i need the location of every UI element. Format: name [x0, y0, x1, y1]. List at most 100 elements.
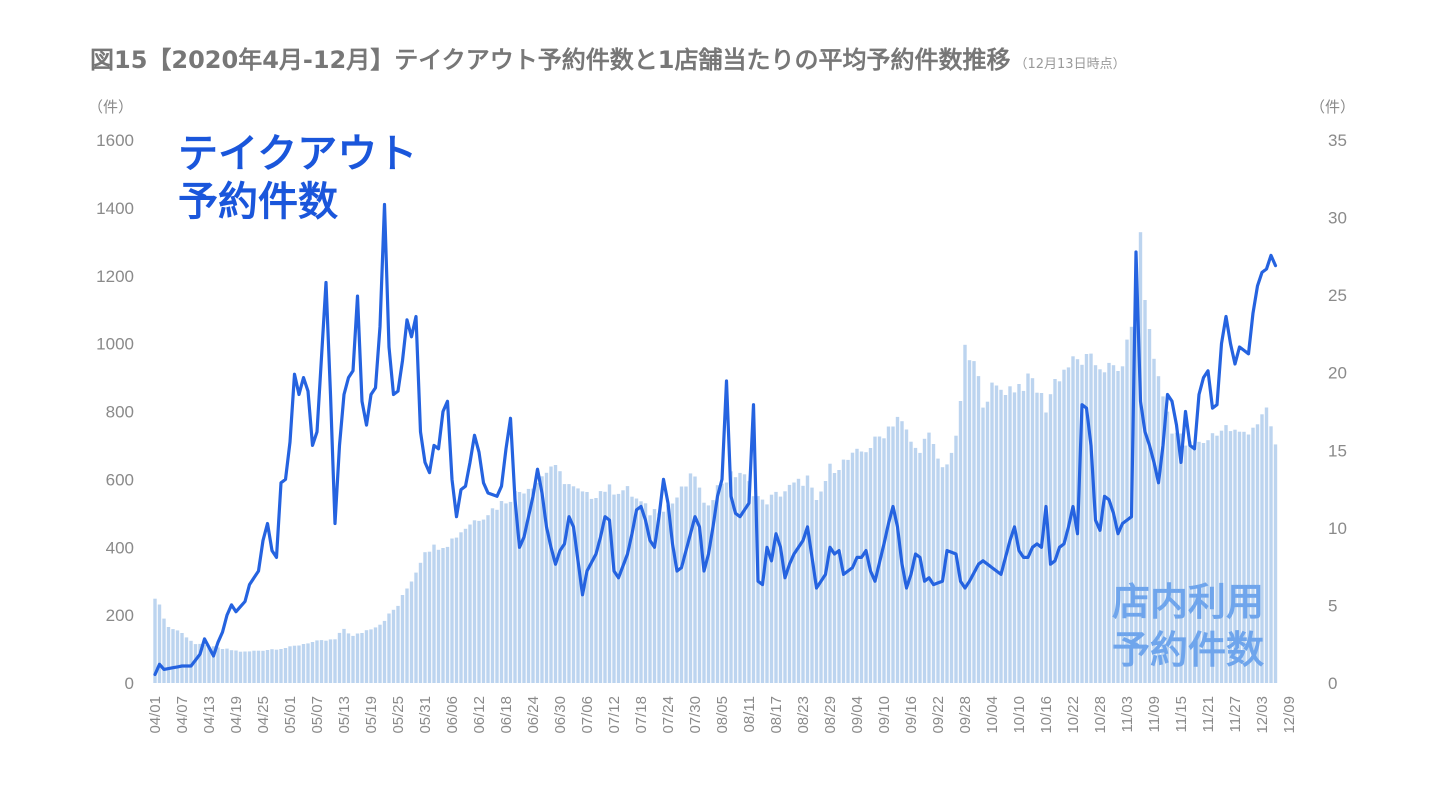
- store-bar: [1057, 381, 1062, 683]
- store-bar: [756, 496, 760, 683]
- store-bar: [958, 401, 963, 683]
- store-bar: [540, 476, 544, 683]
- store-bar: [535, 482, 540, 683]
- store-bar: [927, 432, 931, 683]
- store-bar: [243, 651, 247, 683]
- store-bar: [423, 552, 427, 683]
- x-tick-label: 05/07: [309, 696, 326, 734]
- store-bar: [504, 503, 508, 683]
- x-tick-label: 07/18: [633, 696, 650, 734]
- store-bar: [495, 509, 499, 683]
- store-bar: [229, 650, 234, 683]
- store-bar: [657, 513, 661, 683]
- store-bar: [1264, 407, 1269, 683]
- store-bar: [274, 649, 279, 683]
- store-bar: [625, 486, 630, 683]
- store-bar: [369, 629, 373, 683]
- store-bar: [981, 407, 985, 683]
- store-bar: [1093, 365, 1098, 683]
- store-bar: [639, 501, 643, 683]
- store-bar: [306, 643, 310, 683]
- store-bar: [234, 650, 238, 683]
- x-tick-label: 08/17: [768, 696, 785, 734]
- store-bar: [949, 452, 954, 683]
- store-bar: [1125, 339, 1129, 683]
- store-bar: [441, 548, 445, 683]
- store-bar: [445, 546, 450, 683]
- left-y-tick-label: 400: [106, 538, 134, 557]
- store-bar: [1219, 430, 1224, 683]
- left-y-tick-label: 800: [106, 403, 134, 422]
- x-tick-label: 11/09: [1146, 696, 1163, 732]
- store-bar: [805, 475, 810, 683]
- store-bar: [706, 505, 711, 683]
- store-bar: [1237, 431, 1242, 683]
- x-tick-label: 04/19: [228, 696, 245, 734]
- store-bar: [1084, 354, 1089, 683]
- x-tick-label: 11/21: [1200, 696, 1217, 732]
- store-bar: [360, 633, 364, 683]
- store-bar: [346, 633, 351, 683]
- store-bar: [886, 426, 891, 683]
- store-bar: [184, 637, 189, 683]
- left-y-tick-label: 1000: [96, 335, 134, 354]
- store-bar: [990, 382, 994, 683]
- left-y-tick-label: 200: [106, 606, 134, 625]
- store-bar: [594, 498, 598, 683]
- store-bar: [918, 452, 922, 683]
- store-bar: [202, 645, 207, 683]
- store-bar: [1107, 362, 1111, 683]
- store-bar: [265, 650, 270, 683]
- store-bar: [517, 492, 522, 683]
- store-bar: [945, 464, 949, 683]
- store-bar: [760, 499, 765, 683]
- store-bar: [342, 628, 346, 683]
- x-tick-label: 10/22: [1065, 696, 1082, 734]
- x-tick-label: 06/12: [471, 696, 488, 734]
- store-bar: [283, 648, 288, 683]
- right-y-tick-label: 0: [1328, 674, 1337, 693]
- store-bar: [634, 498, 639, 683]
- store-bar: [499, 501, 504, 683]
- x-tick-label: 10/10: [1011, 696, 1028, 734]
- x-tick-label: 11/15: [1173, 696, 1190, 732]
- store-bar: [774, 491, 778, 683]
- store-bar: [328, 639, 333, 683]
- left-y-tick-label: 1600: [96, 131, 134, 150]
- store-bar: [477, 520, 481, 683]
- store-bar: [1174, 432, 1179, 683]
- store-bar: [252, 650, 256, 683]
- store-bar: [472, 520, 477, 683]
- store-bar: [823, 481, 828, 683]
- store-bar: [351, 635, 355, 683]
- x-tick-label: 09/22: [930, 696, 947, 734]
- store-bar: [697, 487, 702, 683]
- store-bar: [994, 385, 999, 683]
- x-tick-label: 08/11: [741, 696, 758, 732]
- store-bar: [1197, 441, 1201, 683]
- store-bar: [1021, 390, 1026, 683]
- store-bar: [904, 429, 909, 683]
- store-bar: [648, 515, 652, 683]
- x-tick-label: 05/31: [417, 696, 434, 734]
- store-bar: [882, 438, 886, 683]
- store-bar: [711, 500, 715, 683]
- store-bar: [652, 509, 657, 683]
- store-bar: [1008, 386, 1012, 683]
- store-bar: [688, 473, 693, 683]
- store-bar: [963, 344, 967, 683]
- store-bar: [513, 491, 517, 683]
- left-y-tick-label: 1200: [96, 267, 134, 286]
- store-bar: [598, 491, 603, 683]
- x-tick-label: 07/30: [687, 696, 704, 734]
- store-bar: [256, 650, 261, 683]
- store-bar: [792, 482, 796, 683]
- store-bar: [612, 494, 616, 683]
- store-bar: [796, 478, 801, 683]
- right-y-tick-label: 15: [1328, 441, 1347, 460]
- x-tick-label: 07/06: [579, 696, 596, 734]
- store-bar: [832, 473, 837, 683]
- x-tick-label: 10/28: [1092, 696, 1109, 734]
- store-bar: [589, 498, 594, 683]
- store-bar-series: [153, 232, 1278, 683]
